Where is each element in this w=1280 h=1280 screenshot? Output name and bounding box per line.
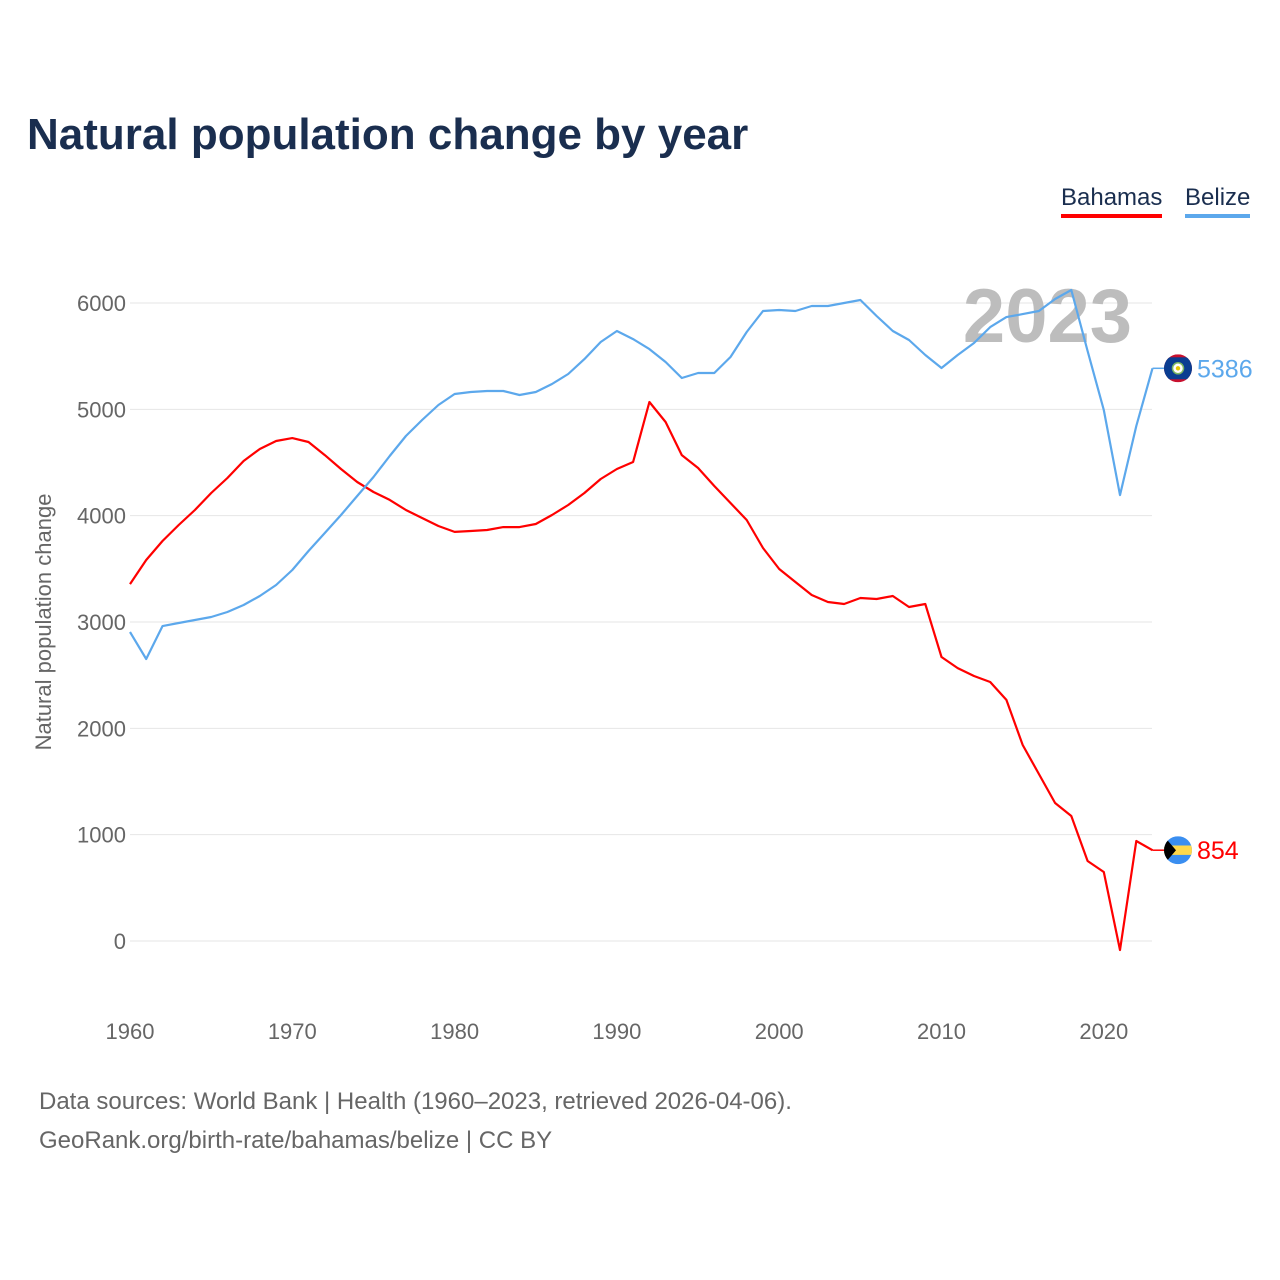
x-tick-label: 2000 xyxy=(755,1019,804,1044)
x-tick-label: 1960 xyxy=(106,1019,155,1044)
y-axis-label: Natural population change xyxy=(31,494,56,751)
end-value-bahamas: 854 xyxy=(1197,837,1239,865)
belize-flag-icon xyxy=(1164,354,1192,383)
y-tick-label: 3000 xyxy=(77,610,126,635)
x-tick-label: 1970 xyxy=(268,1019,317,1044)
x-tick-label: 1990 xyxy=(592,1019,641,1044)
y-tick-label: 1000 xyxy=(77,823,126,848)
footer-link[interactable]: GeoRank.org/birth-rate/bahamas/belize | … xyxy=(39,1127,553,1154)
y-tick-label: 4000 xyxy=(77,504,126,529)
y-tick-label: 5000 xyxy=(77,397,126,422)
x-tick-label: 1980 xyxy=(430,1019,479,1044)
bahamas-flag-icon xyxy=(1164,836,1192,865)
y-tick-label: 2000 xyxy=(77,716,126,741)
end-value-belize: 5386 xyxy=(1197,355,1253,383)
legend-belize[interactable]: Belize xyxy=(1185,184,1251,218)
series-line-bahamas[interactable] xyxy=(129,400,1154,952)
chart-title: Natural population change by year xyxy=(27,110,749,159)
y-tick-label: 0 xyxy=(114,929,126,954)
x-tick-label: 2010 xyxy=(917,1019,966,1044)
legend-bahamas[interactable]: Bahamas xyxy=(1061,184,1163,218)
line-chart: 0 1000 2000 3000 4000 5000 6000 1960 1970 1980 199… xyxy=(31,274,1253,1044)
series-line-belize[interactable] xyxy=(129,288,1154,661)
footer-sources: Data sources: World Bank | Health (1960–… xyxy=(39,1088,792,1115)
x-tick-label: 2020 xyxy=(1079,1019,1128,1044)
year-watermark: 2023 xyxy=(963,274,1132,359)
y-tick-label: 6000 xyxy=(77,291,126,316)
